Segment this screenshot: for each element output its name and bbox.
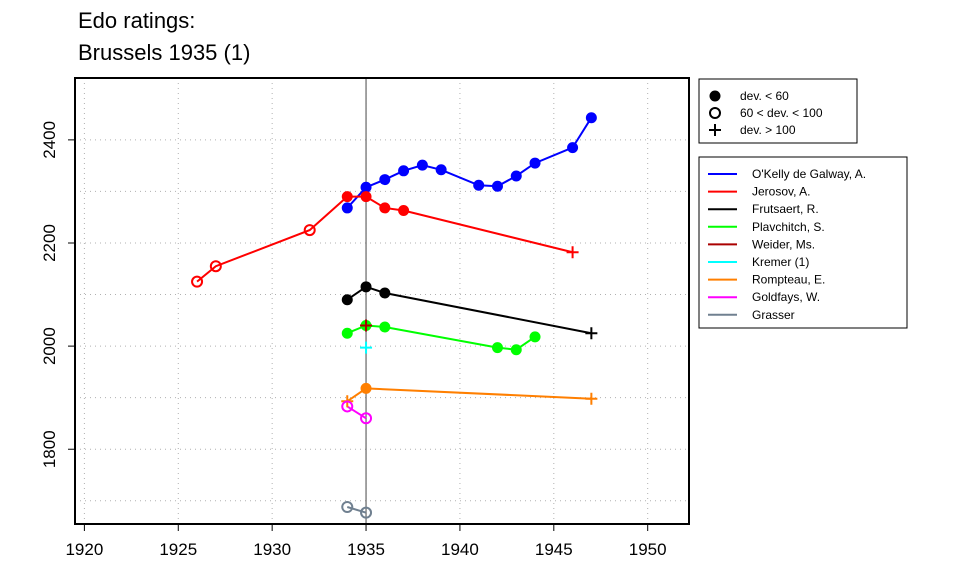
series-line [346, 387, 592, 403]
series-legend: O'Kelly de Galway, A. Jerosov, A. Frutsaer… [698, 156, 908, 329]
data-point [209, 260, 222, 273]
data-point [341, 500, 354, 513]
data-point [360, 412, 373, 425]
x-tick-label: 1930 [253, 540, 291, 559]
data-point [360, 506, 373, 519]
marker-legend: dev. < 60 60 < dev. < 100 dev. > 100 [698, 78, 858, 144]
series-legend-box [698, 156, 908, 329]
x-tick-label: 1920 [65, 540, 103, 559]
data-point [341, 400, 354, 413]
x-tick-label: 1925 [159, 540, 197, 559]
data-point [529, 331, 541, 343]
marker-legend-label: dev. < 60 [740, 89, 789, 103]
marker-legend-symbol [709, 107, 721, 119]
series-legend-label: Kremer (1) [752, 255, 809, 269]
data-point [360, 181, 372, 193]
data-point [567, 142, 579, 154]
series-line [346, 285, 592, 335]
marker-legend-symbol [709, 124, 721, 136]
data-point [379, 287, 391, 299]
data-point [398, 205, 410, 217]
data-point [303, 224, 316, 237]
series-legend-label: Goldfays, W. [752, 290, 820, 304]
marker-legend-box [698, 78, 858, 144]
y-tick-label: 2200 [40, 224, 59, 262]
data-point [191, 275, 204, 288]
data-point [491, 342, 503, 354]
data-point [435, 164, 447, 176]
y-tick-label: 2000 [40, 327, 59, 365]
data-point [585, 112, 597, 124]
data-point [510, 170, 522, 182]
chart-title: Edo ratings: [78, 8, 196, 33]
y-tick-label: 1800 [40, 430, 59, 468]
series-legend-label: Grasser [752, 308, 795, 322]
series-legend-label: Jerosov, A. [752, 185, 810, 199]
data-point [360, 382, 372, 394]
x-tick-label: 1950 [629, 540, 667, 559]
data-point [360, 341, 373, 354]
series-legend-label: Rompteau, E. [752, 273, 825, 287]
data-point [360, 319, 373, 332]
x-tick-label: 1945 [535, 540, 573, 559]
data-point [585, 392, 598, 405]
marker-legend-symbol [709, 90, 721, 102]
series-line [346, 117, 593, 209]
data-point [341, 202, 353, 214]
data-point [360, 191, 372, 203]
series-line [346, 506, 367, 514]
data-point [379, 174, 391, 186]
data-point [341, 327, 353, 339]
data-point [379, 202, 391, 214]
plot-frame [74, 77, 690, 525]
marker-legend-label: dev. > 100 [740, 123, 796, 137]
data-point [379, 321, 391, 333]
x-tick-label: 1935 [347, 540, 385, 559]
data-point [341, 294, 353, 306]
data-point [473, 179, 485, 191]
series-legend-label: O'Kelly de Galway, A. [752, 167, 866, 181]
series-line [346, 405, 367, 420]
data-point [398, 165, 410, 177]
series-legend-label: Frutsaert, R. [752, 202, 819, 216]
data-point [529, 157, 541, 169]
y-tick-label: 2400 [40, 121, 59, 159]
data-point [360, 281, 372, 293]
data-point [341, 191, 353, 203]
data-point [416, 159, 428, 171]
series-legend-label: Weider, Ms. [752, 237, 815, 251]
chart-subtitle: Brussels 1935 (1) [78, 40, 251, 65]
series-legend-label: Plavchitch, S. [752, 220, 825, 234]
data-point [585, 327, 598, 340]
data-point [510, 344, 522, 356]
x-tick-label: 1940 [441, 540, 479, 559]
data-point [491, 180, 503, 192]
data-point [566, 246, 579, 259]
marker-legend-label: 60 < dev. < 100 [740, 106, 823, 120]
